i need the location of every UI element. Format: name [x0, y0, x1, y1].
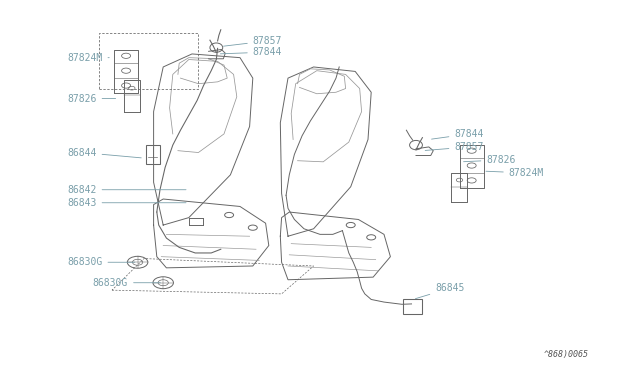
Text: 86844: 86844	[67, 148, 141, 158]
Text: 87857: 87857	[223, 36, 282, 46]
Text: ^868)0065: ^868)0065	[544, 350, 589, 359]
Text: 87844: 87844	[220, 47, 282, 57]
Text: 87824M: 87824M	[67, 53, 109, 62]
Bar	[146, 145, 160, 164]
Text: 86830G: 86830G	[93, 278, 161, 288]
Text: 87844: 87844	[431, 129, 484, 139]
Text: 87826: 87826	[67, 94, 116, 103]
Text: 87824M: 87824M	[486, 168, 544, 178]
Text: 86830G: 86830G	[67, 257, 135, 267]
Text: 86843: 86843	[67, 198, 186, 208]
Text: 86842: 86842	[67, 185, 186, 195]
Text: 86845: 86845	[415, 283, 465, 299]
Text: 87857: 87857	[425, 142, 484, 152]
Bar	[403, 299, 422, 314]
Text: 87826: 87826	[463, 155, 516, 165]
